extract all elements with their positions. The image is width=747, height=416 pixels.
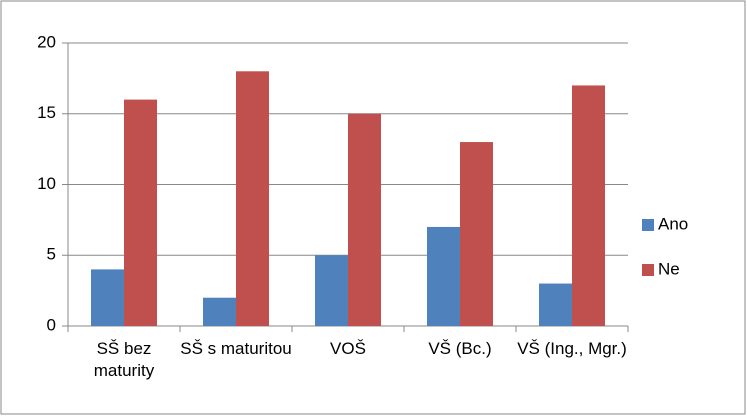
bar [539, 283, 572, 326]
bar [91, 269, 124, 326]
bar [203, 297, 236, 326]
y-tick-label: 5 [47, 245, 56, 264]
x-tick-label: SŠ s maturitou [180, 339, 292, 358]
x-tick-label: VŠ (Bc.) [428, 339, 492, 358]
x-tick-label: VOŠ [330, 339, 366, 358]
x-tick-label: SŠ bez maturity [93, 339, 155, 380]
y-tick-label: 20 [37, 32, 56, 51]
y-tick-label: 10 [37, 174, 56, 193]
legend-swatch [642, 264, 654, 276]
bar [427, 226, 460, 326]
bar [124, 99, 157, 326]
legend-label: Ano [658, 214, 688, 233]
y-tick-label: 0 [47, 315, 56, 334]
bar [572, 85, 605, 326]
y-tick-label: 15 [37, 103, 56, 122]
bar [460, 142, 493, 326]
bar [348, 113, 381, 326]
bar [315, 255, 348, 326]
legend-swatch [642, 219, 654, 231]
bar [236, 71, 269, 326]
x-tick-label: VŠ (Ing., Mgr.) [517, 339, 627, 358]
legend-label: Ne [658, 259, 680, 278]
